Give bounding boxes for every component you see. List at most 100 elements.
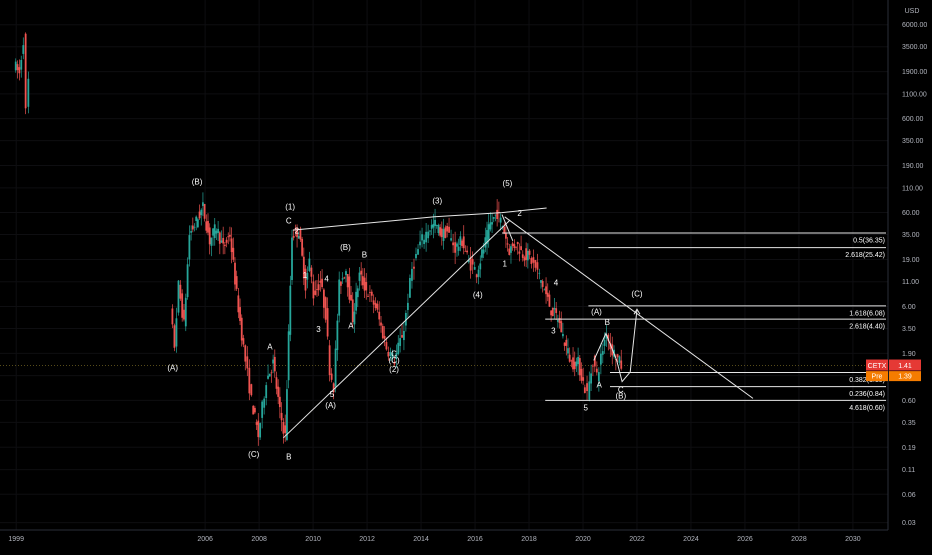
candle-body (389, 352, 392, 357)
candle-body (248, 367, 251, 394)
candle-body (618, 356, 621, 363)
candle-body (516, 242, 519, 245)
wave-label: C (618, 385, 624, 394)
trendline-declining[interactable] (504, 216, 754, 399)
candle-body (469, 257, 472, 271)
candle-body (607, 334, 610, 341)
candle-body (538, 272, 541, 274)
time-axis[interactable]: 1999 2006 2008 2010 2012 2014 2016 2018 2020 2022… (8, 536, 860, 543)
candle-body (278, 396, 281, 408)
candle-body (454, 242, 457, 253)
wave-label: (C) (248, 450, 259, 459)
candle-body (188, 235, 191, 260)
candle-body (586, 383, 588, 392)
candle-body (294, 228, 297, 230)
wave-label: (2) (389, 365, 399, 374)
candle-body (317, 284, 320, 291)
candle-body (430, 224, 433, 229)
candle-body (346, 274, 349, 288)
wave-label: 1 (303, 271, 308, 280)
candle-body (486, 230, 488, 245)
trendline-upper[interactable] (292, 207, 547, 231)
candle-body (597, 372, 600, 382)
candle-body (448, 226, 450, 233)
candle-body (462, 236, 465, 249)
candle-body (246, 356, 249, 369)
candle-body (387, 351, 390, 357)
trendline-triangle-lower[interactable] (283, 219, 511, 439)
wave-label: 4 (554, 279, 559, 288)
candle-body (450, 238, 452, 241)
wave-label: A (348, 321, 354, 330)
y-tick-label: 60.00 (902, 210, 920, 217)
candle-body (319, 280, 322, 283)
candle-body (177, 280, 180, 313)
candle-body (173, 325, 176, 348)
trendline-triangle-cross[interactable] (501, 214, 514, 241)
wave-label: B (605, 318, 610, 327)
candle-body (191, 225, 194, 230)
wave-label: A (267, 342, 273, 351)
candle-body (526, 250, 529, 261)
candle-body (299, 228, 302, 240)
trendline-ab-curve[interactable] (593, 309, 638, 383)
x-tick-label: 2008 (251, 536, 267, 543)
candle-body (605, 335, 608, 339)
x-tick-label: 2024 (683, 536, 699, 543)
y-tick-label: 6.00 (902, 304, 916, 311)
candle-body (417, 249, 419, 255)
candle-body (374, 302, 377, 308)
candle-body (399, 338, 402, 346)
wave-label: 3 (316, 325, 321, 334)
candle-body (230, 238, 233, 253)
candle-body (196, 219, 199, 228)
candle-body (383, 335, 386, 339)
candle-body (551, 307, 554, 316)
pre-market-price-tag (889, 371, 921, 382)
price-tags: CETX 1.41 Pre 1.39 (866, 359, 921, 382)
candle-body (510, 246, 512, 253)
candle-body (515, 246, 517, 248)
wave-label: (1) (285, 202, 295, 211)
candle-body (471, 259, 474, 265)
candle-body (459, 236, 462, 246)
wave-label: C (286, 216, 292, 225)
candle-body (563, 342, 566, 346)
y-tick-label: 35.00 (902, 232, 920, 239)
candle-body (351, 299, 354, 323)
x-tick-label: 2026 (737, 536, 753, 543)
y-tick-label: 1.90 (902, 351, 916, 358)
fib-level-label: 1.618(6.08) (849, 310, 885, 317)
candle-body (229, 234, 231, 237)
candle-body (270, 372, 273, 374)
candle-body (503, 226, 506, 234)
candle-body (442, 229, 445, 241)
candle-body (198, 211, 201, 219)
y-tick-label: 0.11 (902, 467, 915, 474)
fib-level-label: 4.618(0.60) (849, 405, 885, 412)
candle-body (291, 237, 293, 281)
candle-body (590, 373, 593, 384)
candle-body (603, 339, 606, 346)
candle-body (560, 321, 563, 333)
candle-body (268, 373, 271, 377)
candle-body (255, 422, 258, 425)
time-axis-panel[interactable] (0, 530, 932, 550)
x-tick-label: 2018 (521, 536, 537, 543)
candle-body (358, 272, 361, 281)
price-axis-panel[interactable] (888, 0, 932, 530)
candle-body (273, 356, 276, 372)
fib-level-label: 2.618(25.42) (845, 252, 885, 259)
x-tick-label: 1999 (8, 536, 24, 543)
wave-label: (A) (591, 308, 602, 317)
candle-body (250, 384, 253, 396)
candle-body (200, 209, 203, 216)
candle-layer (14, 32, 623, 446)
candle-body (332, 383, 335, 393)
candle-body (446, 225, 449, 232)
candle-body (205, 221, 208, 231)
candle-body (528, 250, 531, 255)
y-tick-label: 1100.00 (902, 91, 927, 98)
y-tick-label: 600.00 (902, 116, 924, 123)
